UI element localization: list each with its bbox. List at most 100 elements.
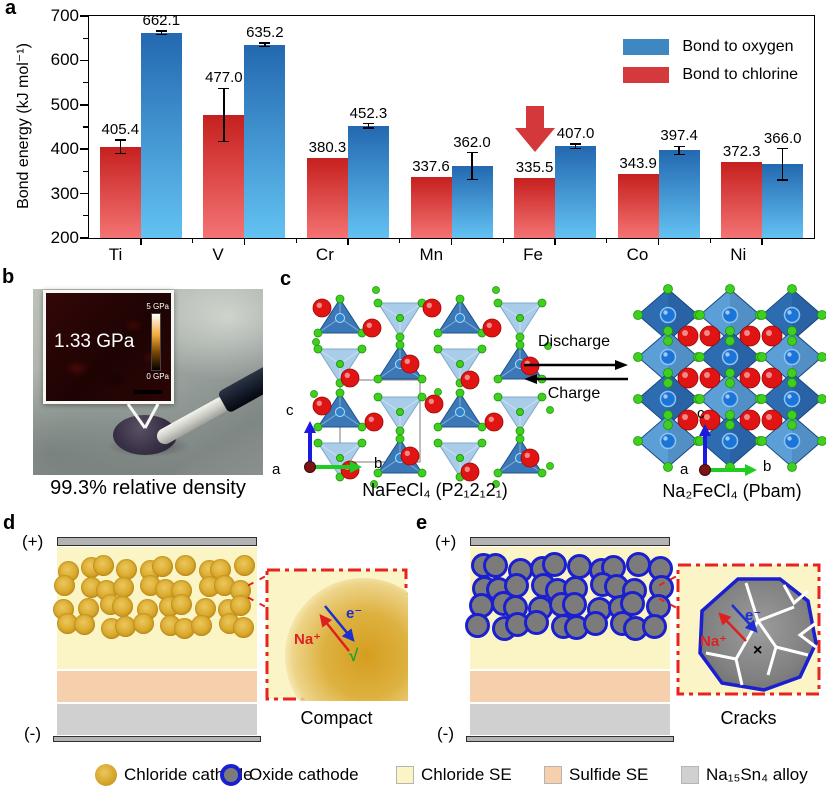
cl-atom [373, 468, 383, 478]
na-atom-highlight [766, 372, 772, 378]
cl-atom [663, 410, 673, 420]
error-bar-line [119, 140, 122, 154]
afm-scale-min: 0 GPa [146, 372, 169, 381]
bar-value-label: 372.3 [722, 142, 761, 160]
fe-atom [335, 407, 345, 417]
cl-atom [516, 408, 524, 416]
cathode-particle [195, 597, 217, 619]
alloy-anode-layer [470, 704, 670, 735]
error-bar-line [781, 148, 784, 180]
y-minor-tick-mark [83, 215, 88, 217]
cl-atom [395, 426, 405, 436]
error-bar-cap [673, 153, 685, 156]
legend-row-chlorine: Bond to chlorine [623, 66, 798, 84]
fe-atom [455, 313, 465, 323]
fe-atom [721, 432, 739, 450]
x-category-label: Ni [730, 245, 747, 264]
cl-atom [433, 328, 443, 338]
cl-atom [515, 340, 525, 350]
x-tick-mark [761, 239, 763, 245]
current-collector-bottom [53, 736, 261, 742]
y-tick-mark [80, 59, 88, 62]
na-atom [364, 412, 384, 432]
cl-atom [725, 284, 735, 294]
na-atom-highlight [682, 414, 688, 420]
charge-label: Charge [547, 385, 601, 402]
cl-atom [395, 434, 405, 444]
x-minor-tick-mark [399, 239, 401, 243]
error-bar-cap [777, 179, 789, 181]
error-bar-cap [259, 42, 271, 44]
minus-electrode-label-d: (-) [24, 724, 41, 743]
error-bar-line [471, 152, 473, 180]
axis-a-label-right: a [680, 461, 689, 478]
legend-label-oxygen: Bond to oxygen [682, 38, 794, 55]
na-atom [699, 367, 721, 389]
density-caption: 99.3% relative density [50, 477, 246, 499]
legend-row-oxygen: Bond to oxygen [623, 38, 798, 56]
crystal-structures-graphic [304, 284, 826, 488]
bar-value-label: 366.0 [763, 129, 802, 147]
current-collector-bottom [466, 736, 674, 742]
chloride-cathode-swatch [95, 764, 117, 786]
error-bar-line [367, 123, 370, 129]
axis-a-label-left: a [272, 461, 281, 478]
reaction-arrows-icon [524, 360, 628, 384]
cl-atom [493, 374, 503, 384]
cracks-inset [676, 563, 821, 696]
cl-atom [663, 326, 673, 336]
cl-atom [310, 390, 318, 398]
cl-atom [544, 342, 552, 350]
na-atom-highlight [744, 330, 750, 336]
afm-color-scale [151, 313, 161, 371]
error-bar-cap [114, 139, 126, 141]
afm-inset: 1.33 GPa 5 GPa 0 GPa [43, 290, 174, 404]
cl-atom [456, 360, 464, 368]
fe-atom [783, 306, 801, 324]
cathode-particle [151, 555, 173, 577]
cl-atom [725, 420, 735, 430]
oxide-cathode-particles [465, 548, 674, 641]
panel-d-letter: d [3, 512, 16, 534]
cl-atom [757, 394, 767, 404]
afm-scalebar [134, 390, 162, 394]
bar-value-label: 662.1 [142, 12, 181, 30]
cl-atom [725, 326, 735, 336]
cl-atom [313, 422, 323, 432]
bar-oxygen-Co [658, 150, 700, 238]
na-atom [482, 318, 502, 338]
bar-chart-plot-area: Bond to oxygen Bond to chlorine 200 300 40… [51, 6, 815, 264]
cl-atom [537, 298, 547, 308]
bar-value-label: 635.2 [246, 24, 284, 41]
bar-oxygen-Ti [140, 32, 182, 238]
cl-atom [787, 420, 797, 430]
fe-atom [783, 348, 801, 366]
x-minor-tick-mark [191, 239, 194, 243]
cl-atom [663, 284, 673, 294]
x-minor-tick-mark [709, 239, 712, 243]
panel-c-letter: c [280, 268, 292, 290]
cl-atom [395, 332, 405, 342]
na-atom [362, 318, 382, 338]
cl-atom [516, 314, 524, 322]
panel-e-letter: e [416, 512, 428, 534]
na-atom-highlight [316, 400, 322, 406]
x-minor-tick-mark [606, 239, 608, 243]
afm-scale-max: 5 GPa [146, 302, 169, 311]
cl-atom [370, 480, 378, 488]
cl-atom [695, 310, 705, 320]
cl-atom [492, 480, 500, 488]
x-tick-mark [554, 239, 556, 245]
bar-oxygen-Fe [555, 146, 597, 238]
cl-atom [787, 410, 797, 420]
na-atom-highlight [486, 322, 492, 328]
chloride-se-swatch [396, 766, 414, 784]
cathode-particle [112, 596, 134, 618]
na-atom-highlight [682, 372, 688, 378]
cl-atom [313, 438, 323, 448]
cl-atom [477, 344, 487, 354]
cl-atom [336, 360, 344, 368]
cl-atom [817, 436, 826, 446]
y-tick-mark [80, 104, 88, 106]
x-category-label: Fe [523, 245, 543, 264]
